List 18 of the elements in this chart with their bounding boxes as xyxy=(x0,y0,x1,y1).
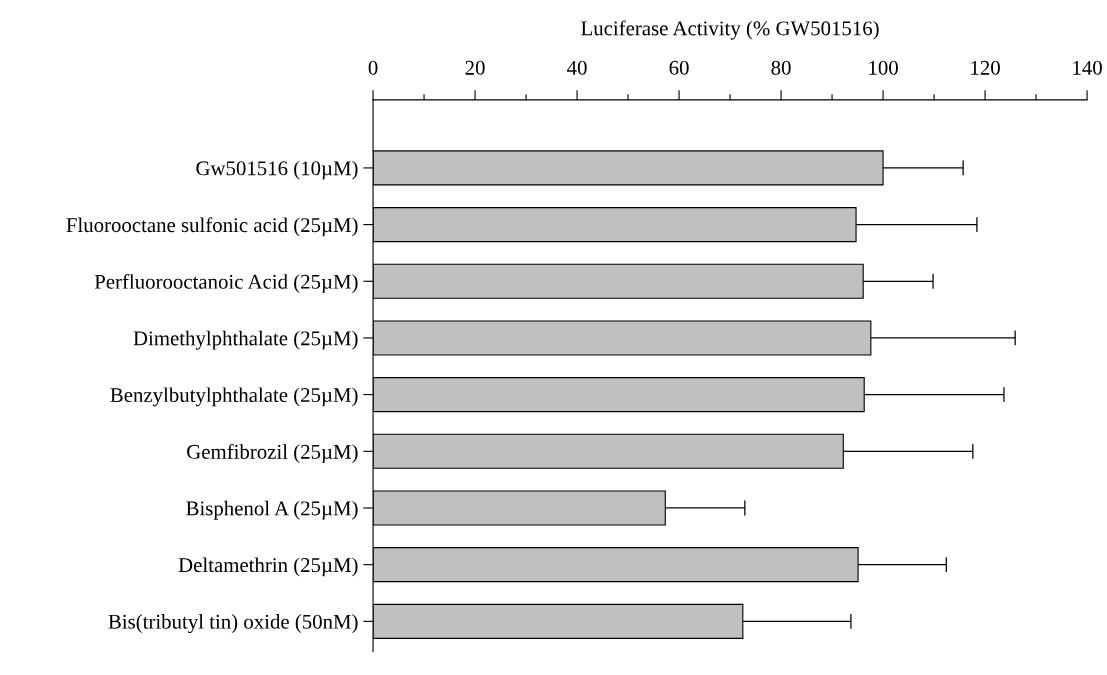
x-tick-label: 140 xyxy=(1073,60,1102,75)
y-tick-label: Bisphenol A (25µM) xyxy=(186,500,358,520)
y-tick-label: Deltamethrin (25µM) xyxy=(178,557,358,577)
x-tick-label: 40 xyxy=(567,60,587,75)
y-tick-label: Perfluorooctanoic Acid (25µM) xyxy=(94,273,358,294)
x-tick-label: 0 xyxy=(368,60,378,75)
x-tick-label: 20 xyxy=(465,60,485,75)
x-tick-label: 80 xyxy=(771,60,791,75)
y-tick-label: Dimethylphthalate (25µM) xyxy=(133,330,358,350)
y-tick-label: Gemfibrozil (25µM) xyxy=(187,443,358,464)
x-tick-label: 60 xyxy=(669,60,689,75)
y-tick-label: Fluorooctane sulfonic acid (25µM) xyxy=(66,217,358,237)
y-tick-label: Gw501516 (10µM) xyxy=(196,160,358,180)
y-tick-label: Bis(tributyl tin) oxide (50nM) xyxy=(108,614,358,634)
x-axis-title: Luciferase Activity (% GW501516) xyxy=(581,20,879,40)
x-tick-label: 100 xyxy=(869,60,898,75)
x-tick-label: 120 xyxy=(971,60,1000,75)
y-tick-label: Benzylbutylphthalate (25µM) xyxy=(110,387,358,407)
